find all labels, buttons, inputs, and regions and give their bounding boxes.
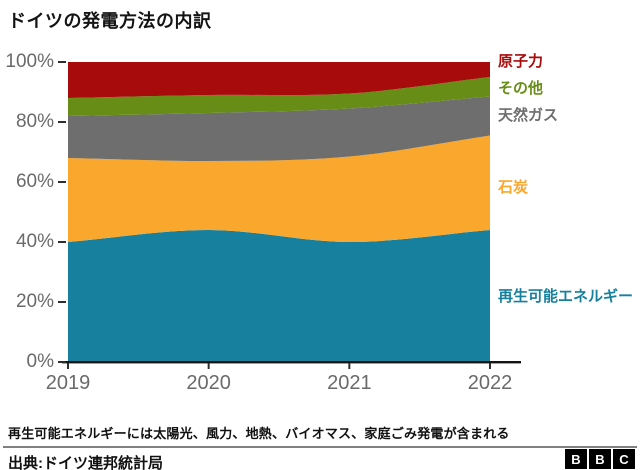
x-axis-ticks [67, 363, 491, 369]
area-series-2 [68, 96, 490, 161]
legend-label-series-2: 天然ガス [498, 107, 559, 124]
page-title: ドイツの発電方法の内訳 [8, 11, 212, 31]
x-axis-line [62, 361, 521, 364]
legend-label-series-0: 再生可能エネルギー [498, 288, 634, 305]
x-axis-tick-label: 2019 [45, 372, 91, 394]
y-axis-tick-label: 100% [5, 51, 54, 72]
y-axis-tick [58, 301, 66, 303]
area-series-4 [68, 62, 490, 98]
x-axis-tick-label: 2020 [186, 372, 231, 394]
y-axis-tick-label: 40% [15, 231, 54, 252]
footnote: 再生可能エネルギーには太陽光、風力、地熱、バイオマス、家庭ごみ発電が含まれる [8, 426, 510, 441]
area-series-1 [68, 135, 490, 242]
bbc-logo-letter: B [565, 449, 587, 469]
area-series-0 [68, 230, 490, 362]
y-axis-tick-label: 80% [15, 111, 54, 132]
x-axis-tick-label: 2021 [327, 372, 372, 394]
bbc-logo-letter: C [613, 449, 635, 469]
source-label: 出典:ドイツ連邦統計局 [8, 455, 163, 470]
area-series-3 [68, 77, 490, 116]
y-axis-tick-label: 60% [15, 171, 54, 192]
y-axis-tick-label: 0% [26, 351, 54, 372]
y-axis-tick [58, 361, 66, 363]
legend-label-series-4: 原子力 [498, 53, 544, 70]
bbc-logo: B B C [565, 449, 635, 469]
legend-label-series-1: 石炭 [498, 179, 529, 196]
x-axis-tick-label: 2022 [467, 372, 513, 394]
bbc-logo-letter: B [589, 449, 611, 469]
y-axis-tick [58, 61, 66, 63]
y-axis-tick-label: 20% [15, 291, 54, 312]
stacked-areas [68, 62, 490, 362]
legend-label-series-3: その他 [498, 80, 544, 97]
y-axis-tick [58, 181, 66, 183]
y-axis-tick [58, 241, 66, 243]
y-axis-tick [58, 121, 66, 123]
footer-divider [3, 446, 637, 448]
